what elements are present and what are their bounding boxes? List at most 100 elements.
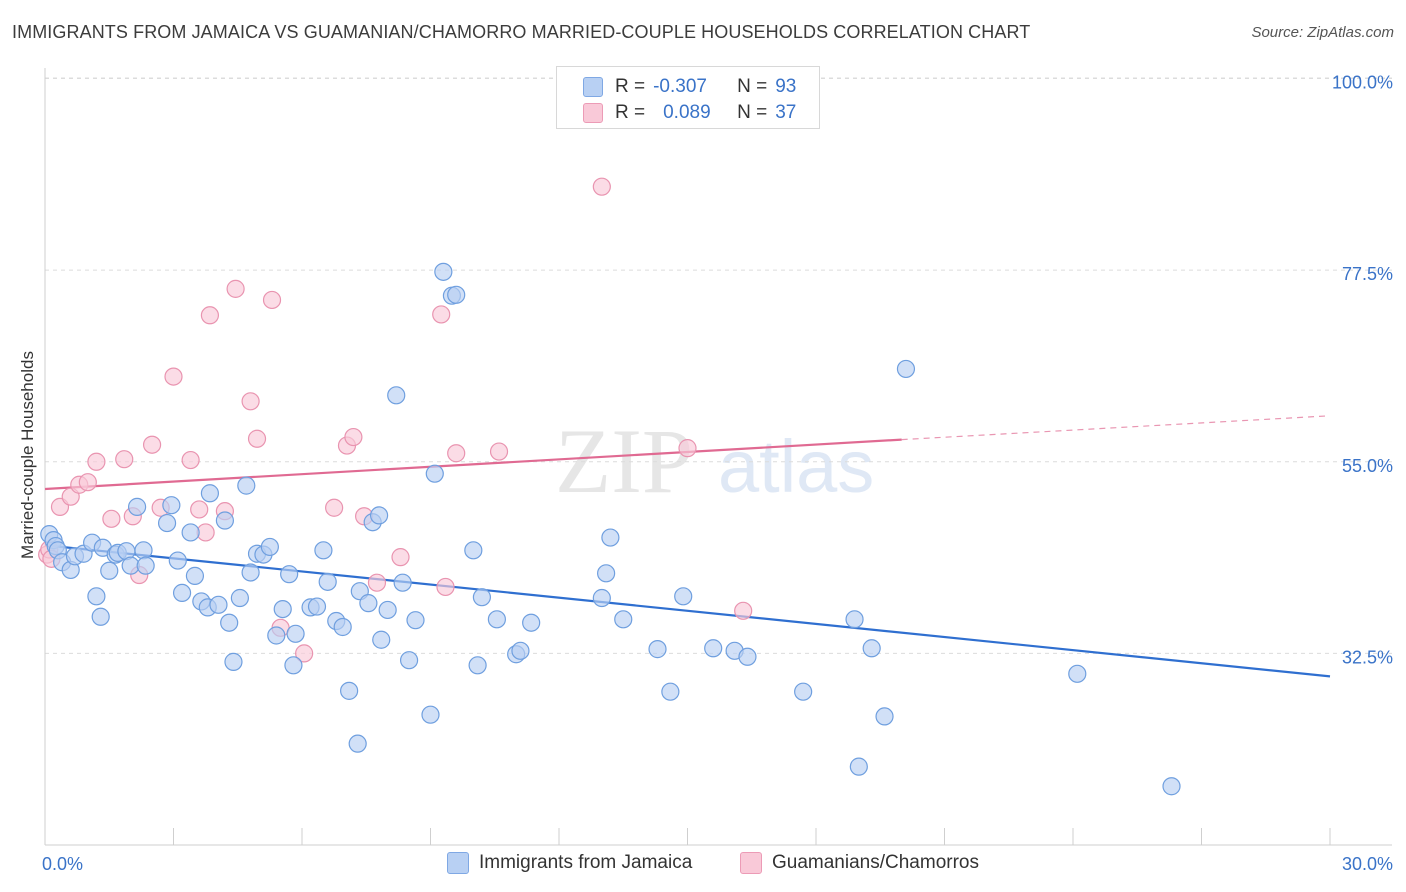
point-jamaica	[1162, 777, 1181, 796]
point-guamanian	[226, 279, 245, 298]
point-jamaica	[230, 588, 249, 608]
point-guamanian	[489, 442, 509, 461]
point-jamaica	[601, 528, 620, 547]
legend-row-jamaica: R = -0.307 N = 93	[583, 75, 796, 99]
point-jamaica	[200, 484, 220, 503]
watermark: ZIP atlas	[555, 410, 874, 512]
source-label: Source: ZipAtlas.com	[1251, 24, 1394, 41]
point-guamanian	[142, 435, 162, 454]
point-jamaica	[157, 513, 177, 533]
point-jamaica	[487, 610, 506, 629]
trend-lines	[44, 415, 1331, 678]
correlation-legend: R = -0.307 N = 93 R = 0.089 N = 37	[556, 66, 820, 129]
point-jamaica	[447, 285, 466, 304]
x-tick-label: 0.0%	[42, 854, 83, 874]
point-guamanian	[87, 452, 106, 471]
n-label: N =	[737, 102, 768, 123]
point-jamaica	[273, 599, 292, 619]
point-jamaica	[399, 651, 419, 670]
point-jamaica	[896, 359, 916, 379]
point-guamanian	[436, 577, 455, 597]
point-jamaica	[597, 564, 616, 583]
point-guamanian	[592, 177, 611, 196]
r-value: 0.089	[663, 102, 711, 123]
chart-title: IMMIGRANTS FROM JAMAICA VS GUAMANIAN/CHA…	[12, 22, 1031, 42]
point-jamaica	[849, 757, 868, 776]
point-jamaica	[522, 613, 541, 632]
point-jamaica	[378, 600, 397, 620]
point-guamanian	[262, 290, 282, 310]
point-guamanian	[200, 306, 220, 325]
r-value: -0.307	[653, 76, 707, 97]
point-jamaica	[421, 705, 440, 724]
point-jamaica	[168, 551, 187, 570]
point-jamaica	[875, 707, 894, 726]
point-guamanian	[102, 509, 121, 528]
point-jamaica	[704, 639, 723, 658]
legend-label-jamaica: Immigrants from Jamaica	[479, 852, 693, 873]
point-jamaica	[472, 588, 491, 607]
point-jamaica	[1068, 664, 1087, 683]
y-tick-label: 32.5%	[1342, 647, 1393, 667]
point-jamaica	[181, 523, 200, 542]
point-jamaica	[224, 652, 243, 671]
point-guamanian	[78, 473, 97, 492]
n-value: 93	[775, 76, 797, 97]
x-tick-label: 30.0%	[1342, 854, 1393, 874]
point-guamanian	[432, 305, 451, 324]
trend-line-jamaica	[44, 544, 1331, 678]
point-jamaica	[267, 626, 286, 645]
point-jamaica	[468, 656, 487, 675]
point-guamanian	[241, 392, 260, 411]
point-guamanian	[181, 450, 200, 470]
y-tick-label: 100.0%	[1332, 73, 1393, 93]
point-jamaica	[333, 617, 352, 637]
legend-swatch-pink	[740, 852, 762, 874]
point-jamaica	[648, 640, 667, 659]
legend-swatch-blue	[447, 852, 469, 874]
point-guamanian	[367, 573, 387, 592]
point-jamaica	[318, 572, 337, 591]
point-jamaica	[162, 496, 181, 515]
r-label: R =	[615, 76, 646, 97]
point-jamaica	[661, 682, 680, 701]
point-guamanian	[344, 427, 363, 447]
r-label: R =	[615, 102, 646, 123]
watermark-atlas: atlas	[718, 425, 874, 508]
point-jamaica	[348, 734, 367, 753]
y-tick-label: 55.0%	[1342, 456, 1393, 476]
point-jamaica	[340, 681, 359, 700]
point-jamaica	[370, 506, 389, 525]
point-jamaica	[738, 647, 757, 666]
legend-label-guamanian: Guamanians/Chamorros	[772, 852, 979, 873]
point-jamaica	[241, 563, 260, 582]
watermark-zip: ZIP	[555, 410, 693, 512]
point-guamanian	[115, 450, 134, 469]
point-jamaica	[91, 607, 110, 626]
point-guamanian	[447, 444, 466, 463]
point-guamanian	[325, 498, 344, 517]
point-jamaica	[286, 624, 305, 643]
legend-swatch-pink	[583, 103, 603, 123]
point-jamaica	[185, 566, 205, 585]
point-jamaica	[372, 630, 391, 649]
point-jamaica	[845, 610, 864, 629]
point-jamaica	[87, 587, 106, 606]
point-jamaica	[314, 541, 333, 560]
point-jamaica	[464, 541, 483, 560]
point-guamanian	[164, 367, 183, 386]
point-jamaica	[592, 588, 611, 608]
point-jamaica	[209, 595, 228, 614]
point-jamaica	[614, 610, 633, 629]
data-points	[38, 177, 1181, 796]
legend-item-guamanian[interactable]: Guamanians/Chamorros	[740, 852, 979, 874]
point-jamaica	[215, 511, 234, 530]
point-guamanian	[295, 644, 314, 663]
point-jamaica	[393, 573, 412, 592]
legend-item-jamaica[interactable]: Immigrants from Jamaica	[447, 852, 692, 874]
y-tick-label: 77.5%	[1342, 264, 1393, 284]
point-jamaica	[307, 597, 327, 616]
point-jamaica	[172, 583, 192, 603]
point-jamaica	[220, 613, 239, 632]
